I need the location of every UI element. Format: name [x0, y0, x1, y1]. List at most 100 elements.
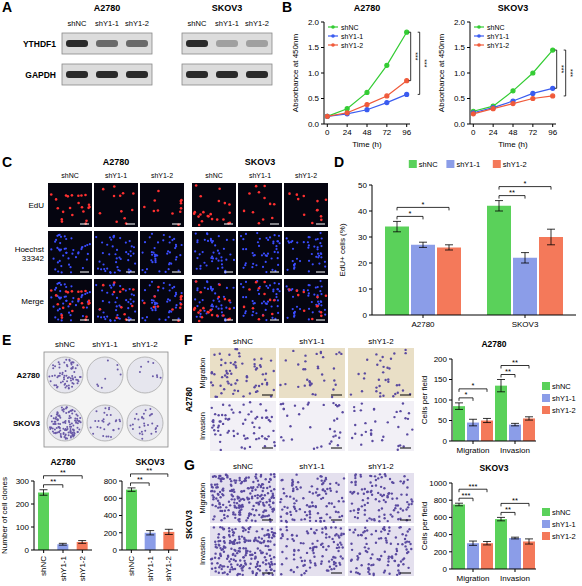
svg-text:*: *	[524, 179, 527, 188]
svg-text:SKOV3: SKOV3	[512, 320, 539, 329]
svg-text:48: 48	[509, 128, 518, 137]
svg-text:*: *	[409, 209, 412, 218]
svg-text:72: 72	[528, 128, 537, 137]
svg-text:0.5: 0.5	[308, 94, 320, 103]
svg-text:200: 200	[104, 529, 118, 538]
svg-text:shY1-1: shY1-1	[552, 394, 574, 403]
svg-text:shY1-2: shY1-2	[151, 172, 173, 179]
svg-text:A2780: A2780	[411, 320, 435, 329]
svg-text:***: ***	[469, 482, 478, 491]
svg-text:Invasion: Invasion	[198, 412, 207, 440]
svg-text:shY1-1: shY1-1	[92, 340, 118, 349]
svg-text:**: **	[50, 477, 56, 486]
svg-text:Number of cell clones: Number of cell clones	[8, 477, 9, 554]
svg-text:shY1-2: shY1-2	[295, 172, 317, 179]
svg-text:*: *	[422, 200, 425, 209]
svg-text:200: 200	[434, 548, 448, 557]
svg-text:shNC: shNC	[419, 160, 438, 169]
svg-text:0.0: 0.0	[454, 120, 466, 129]
svg-text:shNC: shNC	[233, 337, 253, 346]
svg-text:shNC: shNC	[61, 172, 79, 179]
svg-text:shY1-2: shY1-2	[503, 160, 527, 169]
svg-text:shY1-2: shY1-2	[552, 532, 574, 541]
svg-text:96: 96	[548, 128, 557, 137]
svg-text:SKOV3: SKOV3	[212, 3, 243, 13]
svg-text:shNC: shNC	[55, 340, 75, 349]
svg-text:shNC: shNC	[205, 172, 223, 179]
svg-text:shNC: shNC	[341, 24, 359, 31]
svg-text:48: 48	[363, 128, 372, 137]
svg-text:0: 0	[471, 128, 476, 137]
svg-text:Migration: Migration	[198, 483, 207, 514]
svg-text:shY1-2: shY1-2	[368, 337, 394, 346]
svg-text:1.5: 1.5	[308, 43, 320, 52]
svg-text:Absorbance at 450nm: Absorbance at 450nm	[291, 34, 300, 113]
svg-text:shNC: shNC	[188, 19, 207, 28]
svg-text:shY1-1: shY1-1	[299, 337, 325, 346]
svg-text:shY1-2: shY1-2	[487, 42, 509, 49]
svg-text:400: 400	[434, 530, 448, 539]
svg-text:SKOV3: SKOV3	[13, 419, 41, 428]
svg-text:72: 72	[382, 128, 391, 137]
svg-text:**: **	[509, 188, 515, 197]
svg-text:200: 200	[434, 355, 448, 364]
svg-text:**: **	[137, 475, 143, 484]
svg-text:800: 800	[434, 496, 448, 505]
svg-text:shNC: shNC	[233, 462, 253, 471]
svg-text:96: 96	[402, 128, 411, 137]
svg-text:shY1-2: shY1-2	[78, 555, 87, 581]
svg-text:0: 0	[443, 565, 448, 574]
svg-text:***: ***	[567, 69, 574, 77]
svg-text:shY1-1: shY1-1	[215, 19, 239, 28]
svg-text:0: 0	[443, 437, 448, 446]
svg-text:***: ***	[421, 59, 428, 67]
svg-text:**: **	[505, 367, 511, 376]
svg-text:A2780: A2780	[50, 457, 75, 467]
svg-text:Migration: Migration	[198, 358, 207, 389]
svg-text:**: **	[512, 358, 518, 367]
svg-text:0: 0	[325, 128, 330, 137]
svg-text:shY1-1: shY1-1	[456, 160, 480, 169]
svg-text:30: 30	[358, 233, 367, 242]
svg-text:24: 24	[489, 128, 498, 137]
svg-text:1.5: 1.5	[454, 43, 466, 52]
svg-text:shY1-2: shY1-2	[368, 462, 394, 471]
svg-text:**: **	[512, 496, 518, 505]
svg-text:Cells per field: Cells per field	[420, 376, 429, 424]
svg-text:SKOV3: SKOV3	[498, 3, 529, 13]
svg-text:20: 20	[358, 259, 367, 268]
svg-text:24: 24	[343, 128, 352, 137]
svg-text:50: 50	[438, 416, 447, 425]
svg-text:Migration: Migration	[457, 446, 490, 455]
svg-text:0: 0	[25, 546, 30, 555]
svg-text:0: 0	[113, 546, 118, 555]
svg-text:shY1-1: shY1-1	[146, 555, 155, 581]
svg-text:shNC: shNC	[487, 24, 505, 31]
svg-text:YTHDF1: YTHDF1	[23, 39, 56, 49]
svg-text:Invasion: Invasion	[500, 446, 530, 455]
svg-text:100: 100	[434, 396, 448, 405]
svg-text:200: 200	[16, 500, 30, 509]
svg-text:shY1-2: shY1-2	[125, 19, 149, 28]
svg-text:EdU+ cells (%): EdU+ cells (%)	[338, 223, 347, 276]
svg-text:shY1-1: shY1-1	[341, 33, 363, 40]
svg-text:2.0: 2.0	[454, 18, 466, 27]
svg-text:**: **	[60, 468, 66, 477]
svg-text:2.0: 2.0	[308, 18, 320, 27]
svg-text:EdU: EdU	[28, 201, 44, 210]
svg-text:300: 300	[16, 477, 30, 486]
svg-text:shNC: shNC	[552, 508, 571, 517]
svg-text:A2780: A2780	[16, 371, 40, 380]
svg-text:shY1-1: shY1-1	[487, 33, 509, 40]
svg-text:shY1-2: shY1-2	[341, 42, 363, 49]
svg-text:shY1-2: shY1-2	[164, 555, 173, 581]
svg-text:0.5: 0.5	[454, 94, 466, 103]
svg-text:*: *	[472, 381, 475, 390]
svg-text:***: ***	[558, 65, 565, 73]
svg-text:10: 10	[358, 285, 367, 294]
svg-text:A2780: A2780	[354, 3, 381, 13]
svg-text:shY1-2: shY1-2	[132, 340, 158, 349]
svg-text:A2780: A2780	[184, 387, 194, 412]
svg-text:1.0: 1.0	[308, 69, 320, 78]
svg-text:Time (h): Time (h)	[352, 140, 382, 149]
